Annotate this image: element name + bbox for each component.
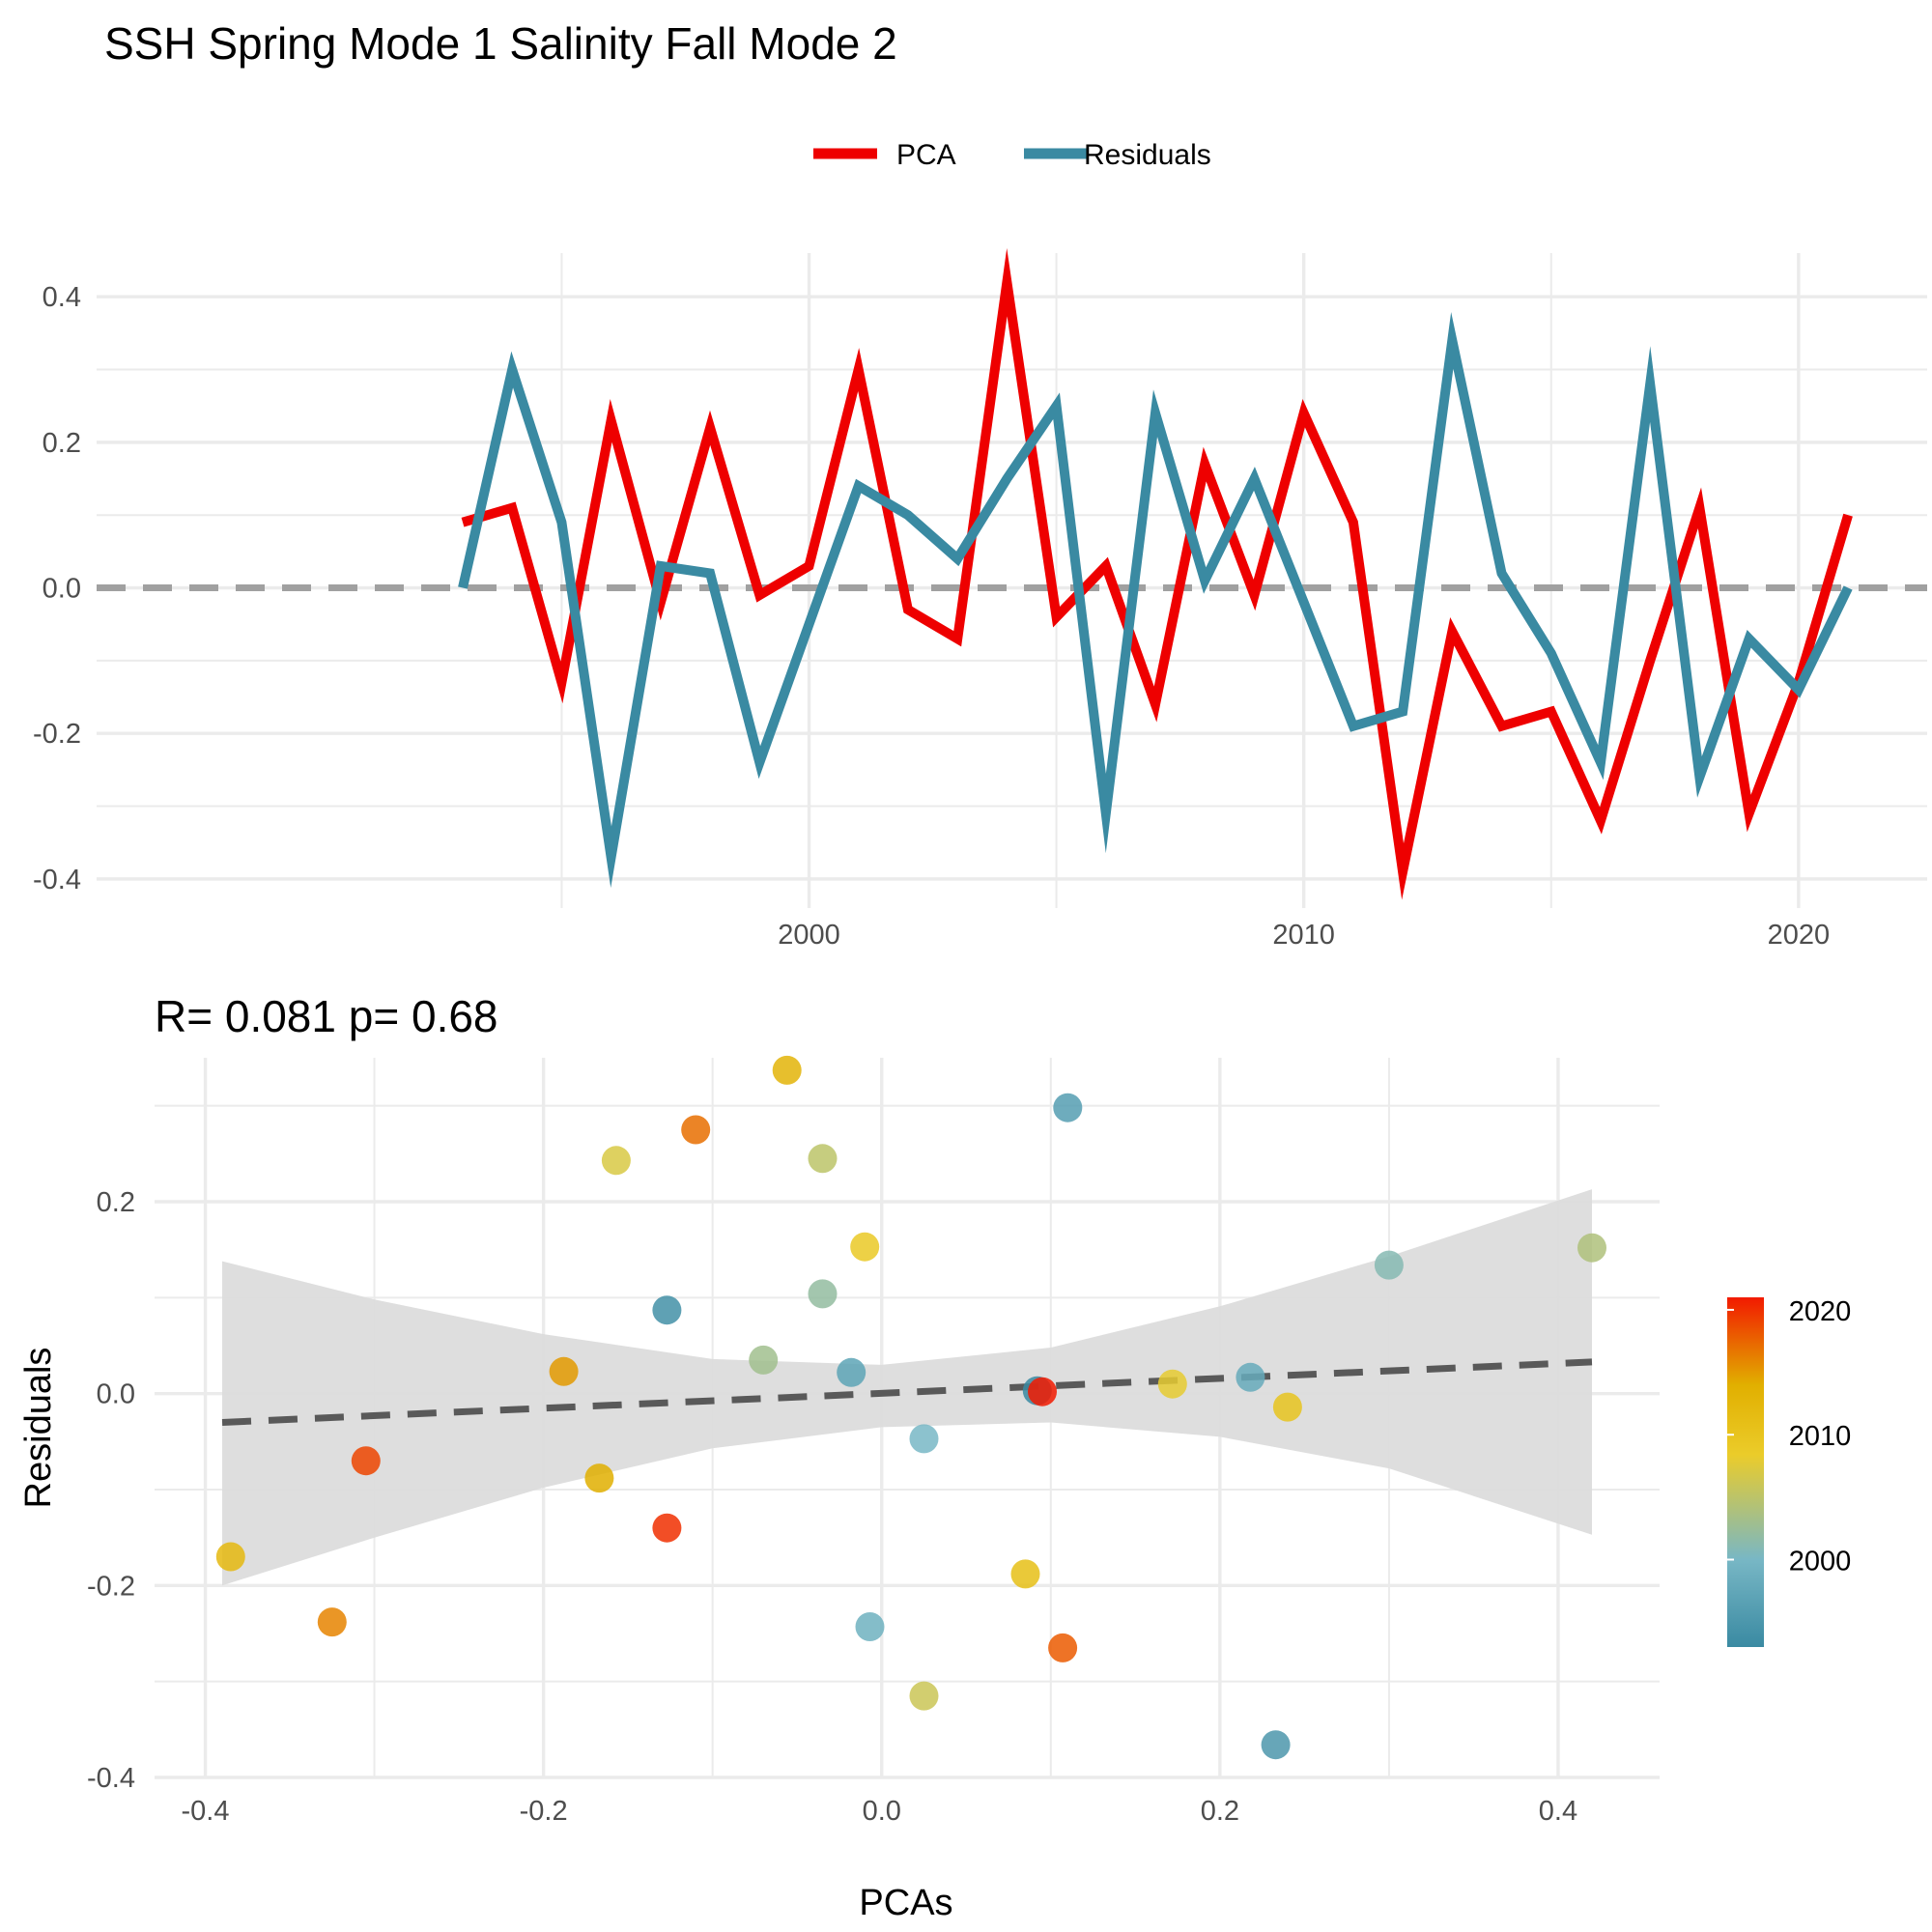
line-y-tick-label: -0.4 — [33, 865, 81, 895]
scatter-y-ticks: -0.4 -0.2 0.0 0.2 — [87, 1187, 135, 1794]
scatter-point — [351, 1446, 381, 1476]
scatter-x-tick-label: -0.2 — [520, 1796, 568, 1827]
scatter-point — [317, 1607, 347, 1637]
scatter-point — [837, 1357, 867, 1387]
scatter-x-ticks: -0.4 -0.2 0.0 0.2 0.4 — [182, 1796, 1578, 1827]
scatter-point — [1028, 1377, 1057, 1406]
scatter-point — [749, 1345, 779, 1375]
line-chart-y-ticks: -0.4 -0.2 0.0 0.2 0.4 — [33, 282, 81, 895]
scatter-point — [808, 1144, 838, 1174]
legend-pca-label: PCA — [896, 139, 956, 171]
pca-series-line — [461, 247, 1853, 900]
figure-title: SSH Spring Mode 1 Salinity Fall Mode 2 — [104, 18, 897, 69]
line-chart-panel: -0.4 -0.2 0.0 0.2 0.4 2000 2010 2020 — [33, 247, 1927, 951]
scatter-chart-panel: R= 0.081 p= 0.68 -0.4 -0.2 0.0 0.2 -0.4 -0.2… — [18, 991, 1660, 1923]
scatter-point — [1048, 1633, 1078, 1662]
line-chart-x-ticks: 2000 2010 2020 — [778, 920, 1830, 951]
scatter-point — [1010, 1559, 1040, 1589]
scatter-point — [1157, 1369, 1187, 1399]
scatter-x-tick-label: 0.4 — [1539, 1796, 1577, 1827]
scatter-point — [909, 1424, 939, 1454]
colorbar-ticks: 2020 2010 2000 — [1727, 1296, 1851, 1577]
line-chart-series — [458, 247, 1853, 900]
line-x-tick-label: 2000 — [778, 920, 840, 951]
colorbar-gradient — [1727, 1297, 1764, 1647]
residuals-series-line — [458, 312, 1853, 889]
scatter-x-axis-title: PCAs — [859, 1883, 952, 1923]
scatter-chart-title: R= 0.081 p= 0.68 — [155, 991, 498, 1041]
scatter-point — [681, 1115, 711, 1145]
scatter-point — [808, 1279, 838, 1309]
scatter-point — [1053, 1093, 1083, 1122]
colorbar: 2020 2010 2000 — [1727, 1296, 1851, 1647]
scatter-x-tick-label: -0.4 — [182, 1796, 230, 1827]
legend-residuals-label: Residuals — [1084, 139, 1211, 171]
confidence-band — [222, 1189, 1592, 1586]
scatter-y-tick-label: 0.0 — [97, 1379, 135, 1410]
scatter-point — [584, 1463, 614, 1493]
line-x-tick-label: 2010 — [1272, 920, 1335, 951]
scatter-y-tick-label: -0.4 — [87, 1763, 135, 1794]
scatter-point — [1236, 1362, 1265, 1392]
scatter-point — [1577, 1233, 1606, 1263]
colorbar-tick-label: 2000 — [1789, 1547, 1852, 1577]
scatter-point — [1374, 1250, 1404, 1280]
scatter-points — [215, 1055, 1606, 1760]
colorbar-tick-label: 2020 — [1789, 1296, 1852, 1327]
scatter-point — [601, 1146, 631, 1176]
scatter-x-tick-label: 0.2 — [1201, 1796, 1239, 1827]
scatter-point — [652, 1513, 682, 1543]
scatter-point — [909, 1681, 939, 1711]
colorbar-tick-label: 2010 — [1789, 1421, 1852, 1452]
scatter-point — [549, 1356, 579, 1386]
scatter-x-tick-label: 0.0 — [863, 1796, 901, 1827]
line-chart-gridlines — [97, 253, 1927, 908]
line-y-tick-label: -0.2 — [33, 719, 81, 750]
line-x-tick-label: 2020 — [1768, 920, 1831, 951]
line-y-tick-label: 0.0 — [43, 574, 81, 605]
scatter-point — [855, 1612, 885, 1641]
scatter-point — [1272, 1392, 1302, 1422]
legend: PCA Residuals — [813, 139, 1211, 171]
line-y-tick-label: 0.2 — [43, 428, 81, 459]
scatter-point — [652, 1295, 682, 1325]
line-y-tick-label: 0.4 — [43, 282, 81, 313]
scatter-point — [772, 1055, 802, 1085]
scatter-y-tick-label: 0.2 — [97, 1187, 135, 1218]
scatter-y-axis-title: Residuals — [18, 1348, 59, 1509]
scatter-point — [850, 1232, 880, 1262]
scatter-y-tick-label: -0.2 — [87, 1571, 135, 1602]
scatter-point — [1261, 1730, 1291, 1760]
scatter-point — [215, 1542, 245, 1572]
